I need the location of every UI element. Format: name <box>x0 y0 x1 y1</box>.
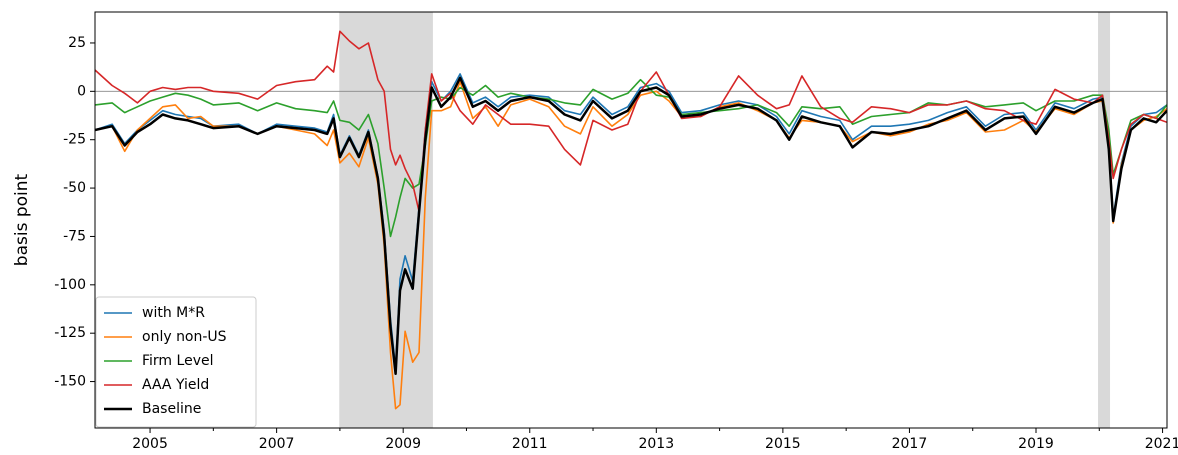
x-tick-label: 2011 <box>512 436 548 452</box>
series-line <box>95 80 1167 410</box>
series-line <box>95 78 1167 238</box>
y-tick-label: -75 <box>63 228 86 244</box>
x-tick-label: 2005 <box>132 436 168 452</box>
legend-box <box>95 296 257 428</box>
recession-band <box>1098 12 1111 428</box>
x-tick-label: 2019 <box>1018 436 1054 452</box>
x-tick-label: 2017 <box>892 436 928 452</box>
y-tick-label: 0 <box>77 83 86 99</box>
legend-label: AAA Yield <box>142 377 209 393</box>
x-tick-label: 2009 <box>385 436 421 452</box>
y-tick-label: -25 <box>63 132 86 148</box>
x-tick-label: 2013 <box>638 436 674 452</box>
legend-label: with M*R <box>142 305 205 321</box>
legend-label: Baseline <box>142 401 201 417</box>
legend: with M*R only non-US Firm Level AAA Yield Ba… <box>95 296 257 428</box>
y-tick-label: -125 <box>54 325 86 341</box>
series-line <box>95 76 1167 376</box>
y-tick-label: 25 <box>68 35 86 51</box>
series-line <box>95 30 1167 213</box>
legend-label: Firm Level <box>142 353 213 369</box>
y-axis-label: basis point <box>12 173 32 266</box>
y-tick-label: -50 <box>63 180 86 196</box>
x-tick-label: 2015 <box>765 436 801 452</box>
y-tick-label: -100 <box>54 277 86 293</box>
plot-frame <box>94 11 1168 429</box>
x-tick-label: 2007 <box>259 436 295 452</box>
y-tick-label: -150 <box>54 374 86 390</box>
series-line <box>95 73 1167 369</box>
x-tick-label: 2021 <box>1145 436 1178 452</box>
legend-label: only non-US <box>142 329 227 345</box>
